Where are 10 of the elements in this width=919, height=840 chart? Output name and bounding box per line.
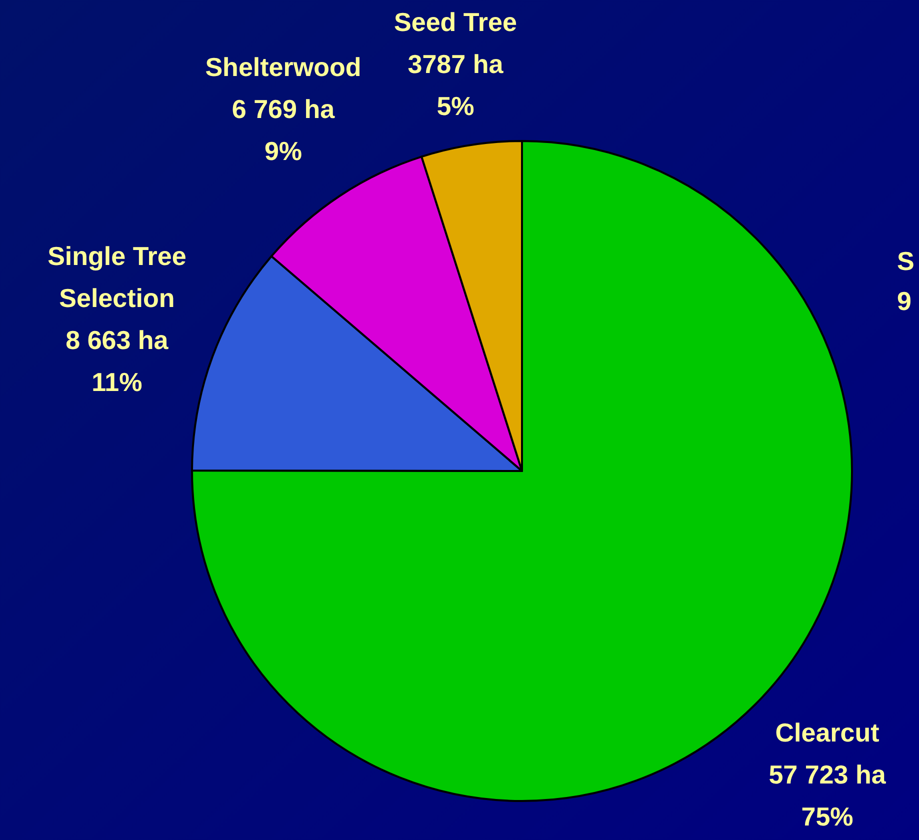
text: 9 — [897, 286, 912, 316]
slice-label: Clearcut — [775, 718, 880, 748]
slice-label: Single Tree Selection — [48, 240, 186, 313]
data-label: 6 769 ha 9% — [232, 94, 336, 166]
data-label: 8 663 ha 11% — [66, 324, 169, 397]
data-label: 57 723 ha 75% — [768, 760, 886, 832]
text: S — [897, 246, 914, 276]
slice-label: Shelterwood — [205, 52, 362, 82]
slice-label: Seed Tree — [394, 6, 517, 37]
data-label: 3787 ha 5% — [408, 48, 504, 121]
